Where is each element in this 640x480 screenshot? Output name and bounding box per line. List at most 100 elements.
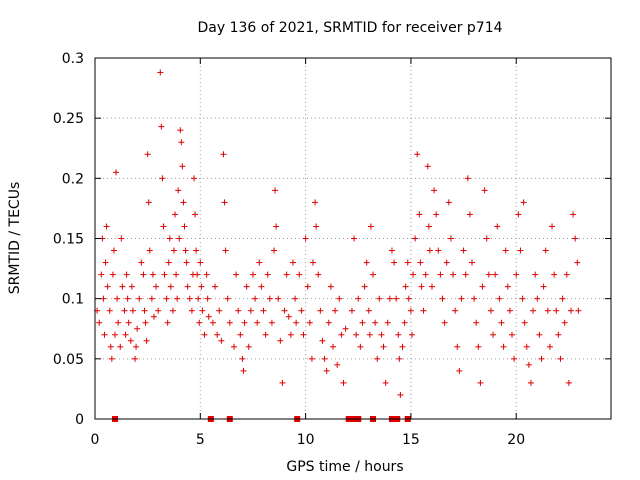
data-point (521, 319, 528, 326)
data-point (226, 319, 233, 326)
data-point (447, 235, 454, 242)
data-point (121, 307, 128, 314)
data-point (153, 283, 160, 290)
axis-ticks: 0 0.05 0.1 0.15 0.2 0.25 0.3 0 5 10 15 20 (53, 51, 611, 448)
data-point (397, 391, 404, 398)
data-point (546, 343, 553, 350)
data-point (141, 307, 148, 314)
data-point (287, 331, 294, 338)
data-point (157, 69, 164, 76)
data-point (477, 379, 484, 386)
data-point (279, 379, 286, 386)
x-axis-label: GPS time / hours (286, 459, 403, 475)
data-point (494, 223, 501, 230)
data-point (425, 223, 432, 230)
data-point (231, 343, 238, 350)
data-point (408, 331, 415, 338)
data-point (410, 271, 417, 278)
data-point (199, 307, 206, 314)
data-point (515, 211, 522, 218)
data-point (342, 325, 349, 332)
data-point (201, 331, 208, 338)
data-point (132, 355, 139, 362)
data-point (262, 331, 269, 338)
data-point (559, 295, 566, 302)
data-point (309, 259, 316, 266)
data-point (359, 319, 366, 326)
data-point (173, 271, 180, 278)
data-point (170, 247, 177, 254)
data-point (164, 319, 171, 326)
data-point (264, 271, 271, 278)
data-point (124, 295, 131, 302)
data-point (266, 295, 273, 302)
data-point (134, 325, 141, 332)
data-point (575, 307, 582, 314)
y-tick-label: 0.25 (53, 111, 84, 127)
data-point (183, 259, 190, 266)
data-point (492, 271, 499, 278)
data-point (511, 355, 518, 362)
data-point (555, 331, 562, 338)
data-point (540, 283, 547, 290)
data-point (395, 331, 402, 338)
data-point (520, 199, 527, 206)
data-point (506, 307, 513, 314)
data-point (306, 319, 313, 326)
data-point (197, 259, 204, 266)
data-point (222, 247, 229, 254)
data-point (148, 295, 155, 302)
data-point (161, 271, 168, 278)
data-point (422, 271, 429, 278)
data-point (235, 307, 242, 314)
data-point (102, 259, 109, 266)
data-point (327, 283, 334, 290)
data-point (103, 223, 110, 230)
data-point (193, 247, 200, 254)
data-point (155, 307, 162, 314)
data-point (323, 367, 330, 374)
y-tick-label: 0.2 (62, 171, 84, 187)
data-point (462, 271, 469, 278)
data-point (426, 247, 433, 254)
data-point (378, 331, 385, 338)
data-point (180, 199, 187, 206)
data-point (460, 247, 467, 254)
data-point (127, 337, 134, 344)
x-tick-label: 10 (297, 432, 315, 448)
data-point (370, 271, 377, 278)
data-point (570, 211, 577, 218)
data-point (536, 331, 543, 338)
data-point (96, 319, 103, 326)
data-point (534, 295, 541, 302)
data-point (551, 271, 558, 278)
data-point (133, 343, 140, 350)
data-point (363, 259, 370, 266)
data-point (485, 271, 492, 278)
data-point (338, 331, 345, 338)
data-point (239, 355, 246, 362)
data-point (149, 271, 156, 278)
data-point (138, 259, 145, 266)
data-point (179, 163, 186, 170)
data-point (532, 271, 539, 278)
data-point (468, 259, 475, 266)
data-point (404, 259, 411, 266)
data-point (184, 283, 191, 290)
data-point (456, 367, 463, 374)
data-point (249, 271, 256, 278)
data-point (504, 283, 511, 290)
data-point (483, 235, 490, 242)
data-point (517, 247, 524, 254)
data-point (159, 175, 166, 182)
data-point (182, 247, 189, 254)
data-point (109, 271, 116, 278)
data-point (122, 331, 129, 338)
data-point (466, 211, 473, 218)
data-point (372, 319, 379, 326)
y-tick-label: 0 (75, 412, 84, 428)
data-point (203, 271, 210, 278)
data-point (407, 307, 414, 314)
data-point (313, 223, 320, 230)
